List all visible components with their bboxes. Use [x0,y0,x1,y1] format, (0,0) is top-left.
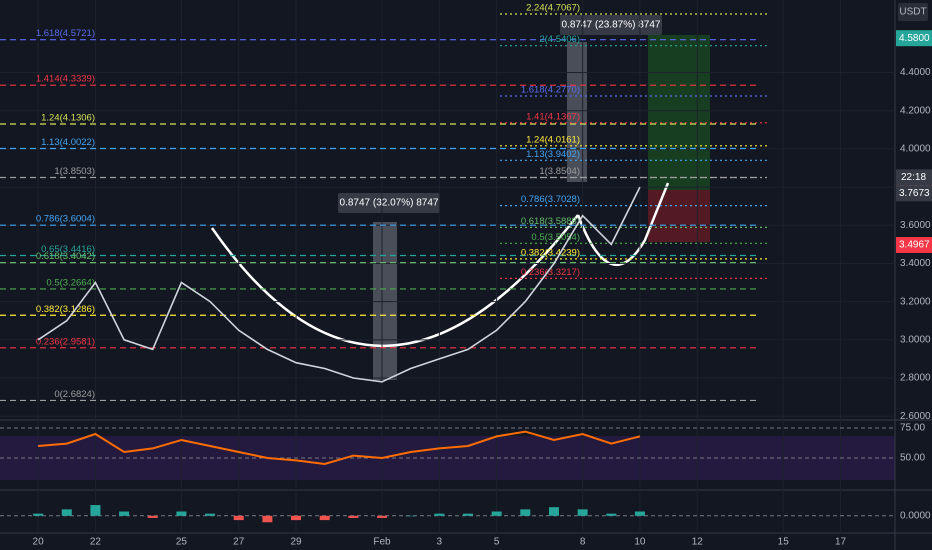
histogram-bar [119,511,130,516]
histogram-bar [176,511,187,516]
histogram-bar [462,513,473,516]
fib-label: 2(4.5406) [539,34,580,45]
histogram-bar [577,509,588,516]
currency-box [898,3,928,21]
x-tick-label: 22 [90,537,102,548]
x-tick-label: 27 [233,537,245,548]
fib-label: 0.236(2.9581) [36,336,95,347]
price-tag-label: 3.4967 [899,240,930,251]
fib-label: 1.618(4.5721) [36,28,95,39]
y-tick-label: 2.8000 [900,373,931,384]
price-tag-label: 3.7673 [899,188,930,199]
fib-label: 2.24(4.7067) [526,3,580,14]
measure-box [338,193,440,213]
measure-label: 0.8747 (32.07%) 8747 [340,198,439,209]
histogram-bar [377,515,388,518]
histogram-bar [548,507,559,516]
price-tag [896,30,932,47]
measure-range [567,42,587,182]
y-tick-label: 3.4000 [900,258,931,269]
histogram-bar [520,509,531,516]
y-tick-label: 4.0000 [900,144,931,155]
histogram-bar [405,515,416,517]
fib-label: 0(2.6824) [54,389,95,400]
histogram-bar [606,513,617,516]
countdown: 22:18 [901,172,926,183]
histogram-bar [262,515,273,523]
histogram-bar [205,513,216,516]
histogram-bar [348,515,359,518]
x-tick-label: 29 [290,537,302,548]
x-tick-label: 15 [778,537,790,548]
x-tick-label: 3 [437,537,443,548]
y-tick-label: 50.00 [900,453,925,464]
currency: USDT [899,7,926,18]
fib-label: 1.24(4.1306) [41,112,95,123]
fib-label: 0.786(3.7028) [521,194,580,205]
x-tick-label: 20 [33,537,45,548]
y-tick-label: 3.0000 [900,334,931,345]
y-tick-label: 75.00 [900,423,925,434]
cup-curve [210,214,579,347]
fib-label: 1.414(4.3339) [36,74,95,85]
fib-label: 1.41(4.1367) [526,111,580,122]
x-tick-label: 12 [692,537,704,548]
price-line [37,186,641,383]
x-tick-label: 10 [634,537,646,548]
fib-label: 1(3.8503) [54,166,95,177]
measure-range [373,222,397,380]
x-tick-label: Feb [373,537,391,548]
histogram-bar [61,509,72,516]
y-tick-label: 4.2000 [900,105,931,116]
histogram-bar [434,513,445,516]
histogram-bar [634,511,645,516]
handle-curve [576,182,670,267]
fib-label: 1(3.8504) [539,166,580,177]
fib-label: 0.382(3.4239) [521,247,580,258]
countdown-box [896,169,932,186]
measure-label: 0.8747 (23.87%) 8747 [562,20,661,31]
fib-label: 0.618(3.5888) [521,216,580,227]
fib-label: 0.382(3.1286) [36,304,95,315]
fib-label: 0.65(3.4416) [41,244,95,255]
x-tick-label: 5 [494,537,500,548]
fib-label: 0.786(3.6004) [36,214,95,225]
y-tick-label: 0.0000 [900,510,931,521]
histogram-bar [90,505,101,516]
x-tick-label: 8 [580,537,586,548]
price-tag-label: 4.5800 [899,33,930,44]
fib-label: 1.618(4.2770) [521,85,580,96]
histogram-bar [233,515,244,521]
fib-label: 0.618(3.4042) [36,251,95,262]
fib-label: 0.5(3.5054) [531,232,580,243]
x-tick-label: 17 [835,537,847,548]
price-tag [896,236,932,253]
histogram-bar [291,515,302,521]
histogram-bar [147,515,158,518]
y-tick-label: 3.2000 [900,296,931,307]
price-tag [896,185,932,202]
histogram-bar [33,513,44,516]
price-line [38,430,641,466]
x-tick-label: 25 [176,537,188,548]
measure-box [560,15,662,35]
y-tick-label: 3.6000 [900,220,931,231]
fib-label: 1.13(4.0022) [41,137,95,148]
y-tick-label: 4.4000 [900,67,931,78]
fib-label: 0.5(3.2664) [46,277,95,288]
histogram-bar [491,511,502,516]
long-stop-zone [648,190,710,242]
y-tick-label: 2.6000 [900,411,931,422]
fib-label: 1.24(4.0161) [526,134,580,145]
fib-label: 1.13(3.9402) [526,149,580,160]
histogram-bar [319,515,330,521]
long-target-zone [648,35,710,190]
fib-label: 0.236(3.3217) [521,267,580,278]
